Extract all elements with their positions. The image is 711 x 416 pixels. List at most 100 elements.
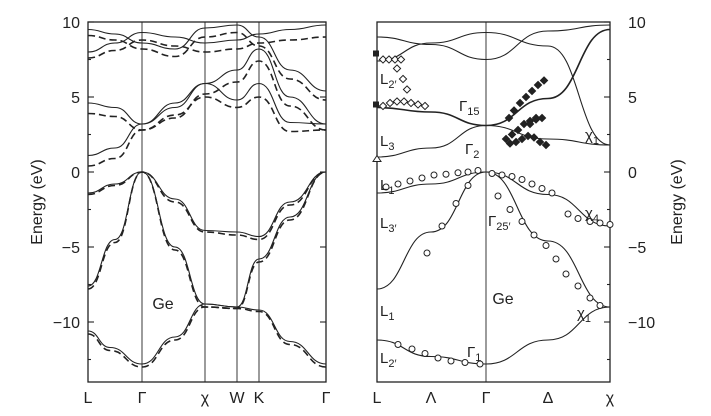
- data-point-open-circle: [518, 218, 526, 225]
- data-point-filled-diamond: [539, 76, 549, 85]
- data-point-open-circle: [452, 200, 460, 207]
- left-band-solid-1: [87, 171, 327, 308]
- data-point-filled-diamond: [501, 134, 511, 144]
- left-y-tick-label: −10: [53, 315, 80, 332]
- high-symmetry-point-label: L2′: [380, 71, 397, 91]
- right-y-tick-label: 5: [628, 90, 637, 107]
- data-point-open-circle: [476, 360, 484, 368]
- high-symmetry-point-label: L1: [380, 303, 394, 323]
- high-symmetry-point-label: χ1: [585, 127, 599, 147]
- high-symmetry-point-label: χ4: [585, 205, 599, 225]
- data-point-open-circle: [586, 218, 594, 225]
- high-symmetry-point-label: Γ1: [467, 344, 481, 364]
- data-point-open-circle: [562, 270, 570, 278]
- right-y-tick-label: 10: [628, 15, 646, 32]
- data-point-open-circle: [423, 249, 431, 257]
- data-point-open-circle: [606, 221, 614, 228]
- data-point-filled-diamond: [523, 131, 533, 141]
- data-point-open-circle: [454, 169, 462, 177]
- data-point-open-diamond: [392, 97, 402, 106]
- data-point-filled-diamond: [533, 80, 543, 90]
- data-point-open-circle: [394, 180, 402, 188]
- right-y-tick-label: −10: [628, 315, 655, 332]
- data-point-filled-diamond: [519, 119, 529, 129]
- data-point-filled-square: [373, 101, 379, 108]
- right-band-5: [376, 31, 611, 146]
- data-point-open-circle: [498, 171, 506, 179]
- left-band-dashed-6: [87, 31, 327, 101]
- right-x-tick-label: L: [373, 390, 382, 407]
- left-band-dashed-1: [87, 171, 327, 310]
- data-point-open-circle: [508, 173, 516, 180]
- data-point-open-circle: [494, 192, 502, 200]
- high-symmetry-point-label: L3′: [380, 215, 397, 235]
- data-point-filled-diamond: [529, 133, 539, 142]
- data-point-open-diamond: [406, 98, 416, 108]
- left-y-tick-label: −5: [62, 240, 80, 257]
- right-band-3: [376, 28, 611, 127]
- data-point-filled-diamond: [515, 98, 525, 108]
- data-point-open-circle: [564, 210, 572, 218]
- data-point-open-circle: [434, 354, 442, 362]
- high-symmetry-point-label: L1: [380, 177, 394, 197]
- data-point-open-diamond: [420, 101, 430, 111]
- right-x-tick-label: Λ: [426, 390, 437, 407]
- left-y-axis-label: Energy (eV): [29, 159, 46, 244]
- data-point-open-circle: [408, 345, 416, 353]
- left-band-dashed-2: [87, 171, 327, 241]
- data-point-open-circle: [430, 171, 438, 179]
- data-point-filled-diamond: [537, 113, 547, 123]
- data-point-filled-diamond: [527, 86, 537, 96]
- data-point-open-diamond: [396, 55, 406, 64]
- high-symmetry-point-label: L3: [380, 133, 394, 153]
- left-band-solid-0: [87, 303, 327, 365]
- data-point-open-circle: [488, 170, 496, 177]
- data-point-open-circle: [382, 183, 390, 191]
- right-x-tick-label: χ: [606, 390, 615, 407]
- left-x-tick-label: χ: [201, 390, 210, 407]
- data-point-open-circle: [418, 174, 426, 182]
- data-point-filled-diamond: [509, 106, 519, 115]
- data-point-open-circle: [518, 176, 526, 183]
- left-band-dashed-0: [87, 306, 327, 368]
- data-point-filled-diamond: [525, 119, 535, 129]
- data-point-filled-diamond: [513, 125, 523, 135]
- left-x-tick-label: Γ: [138, 390, 147, 407]
- data-point-open-diamond: [378, 101, 388, 111]
- data-point-open-circle: [438, 222, 446, 230]
- data-point-open-circle: [506, 206, 514, 213]
- data-point-open-circle: [586, 294, 594, 302]
- left-x-tick-label: Γ: [322, 390, 331, 407]
- left-x-tick-label: L: [84, 390, 93, 407]
- data-point-filled-diamond: [541, 140, 551, 150]
- data-point-filled-diamond: [531, 115, 541, 124]
- data-point-open-circle: [464, 168, 472, 176]
- data-point-open-circle: [406, 177, 414, 185]
- data-point-open-circle: [574, 215, 582, 222]
- high-symmetry-point-label: χ1: [577, 305, 591, 325]
- left-band-solid-6: [87, 24, 327, 92]
- data-point-filled-diamond: [504, 113, 514, 123]
- right-band-4: [376, 124, 611, 158]
- data-point-open-circle: [447, 357, 455, 365]
- right-material-label: Ge: [492, 291, 513, 308]
- data-point-open-diamond: [402, 85, 412, 94]
- data-point-open-circle: [421, 350, 429, 357]
- data-point-open-diamond: [413, 100, 423, 109]
- right-y-tick-label: −5: [628, 240, 646, 257]
- left-band-solid-2: [87, 171, 327, 238]
- data-point-open-diamond: [398, 74, 408, 84]
- data-point-open-circle: [394, 341, 402, 348]
- right-x-tick-label: Γ: [482, 390, 491, 407]
- data-point-filled-diamond: [535, 137, 545, 147]
- right-plot-frame: [376, 21, 611, 383]
- left-material-label: Ge: [152, 296, 173, 313]
- data-point-open-circle: [596, 302, 604, 309]
- left-band-solid-4: [87, 48, 327, 125]
- data-point-open-diamond: [384, 55, 394, 64]
- data-point-open-diamond: [390, 55, 400, 64]
- data-point-open-circle: [530, 231, 538, 239]
- left-plot-frame: [87, 21, 327, 383]
